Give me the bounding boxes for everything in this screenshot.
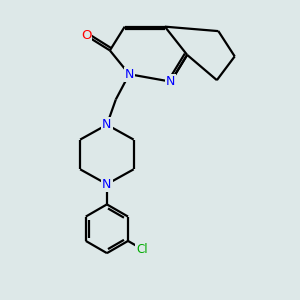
Text: N: N [124, 68, 134, 81]
Text: N: N [102, 178, 112, 191]
Text: N: N [102, 118, 112, 131]
Text: N: N [166, 75, 176, 88]
Text: O: O [81, 29, 91, 42]
Text: Cl: Cl [136, 243, 148, 256]
